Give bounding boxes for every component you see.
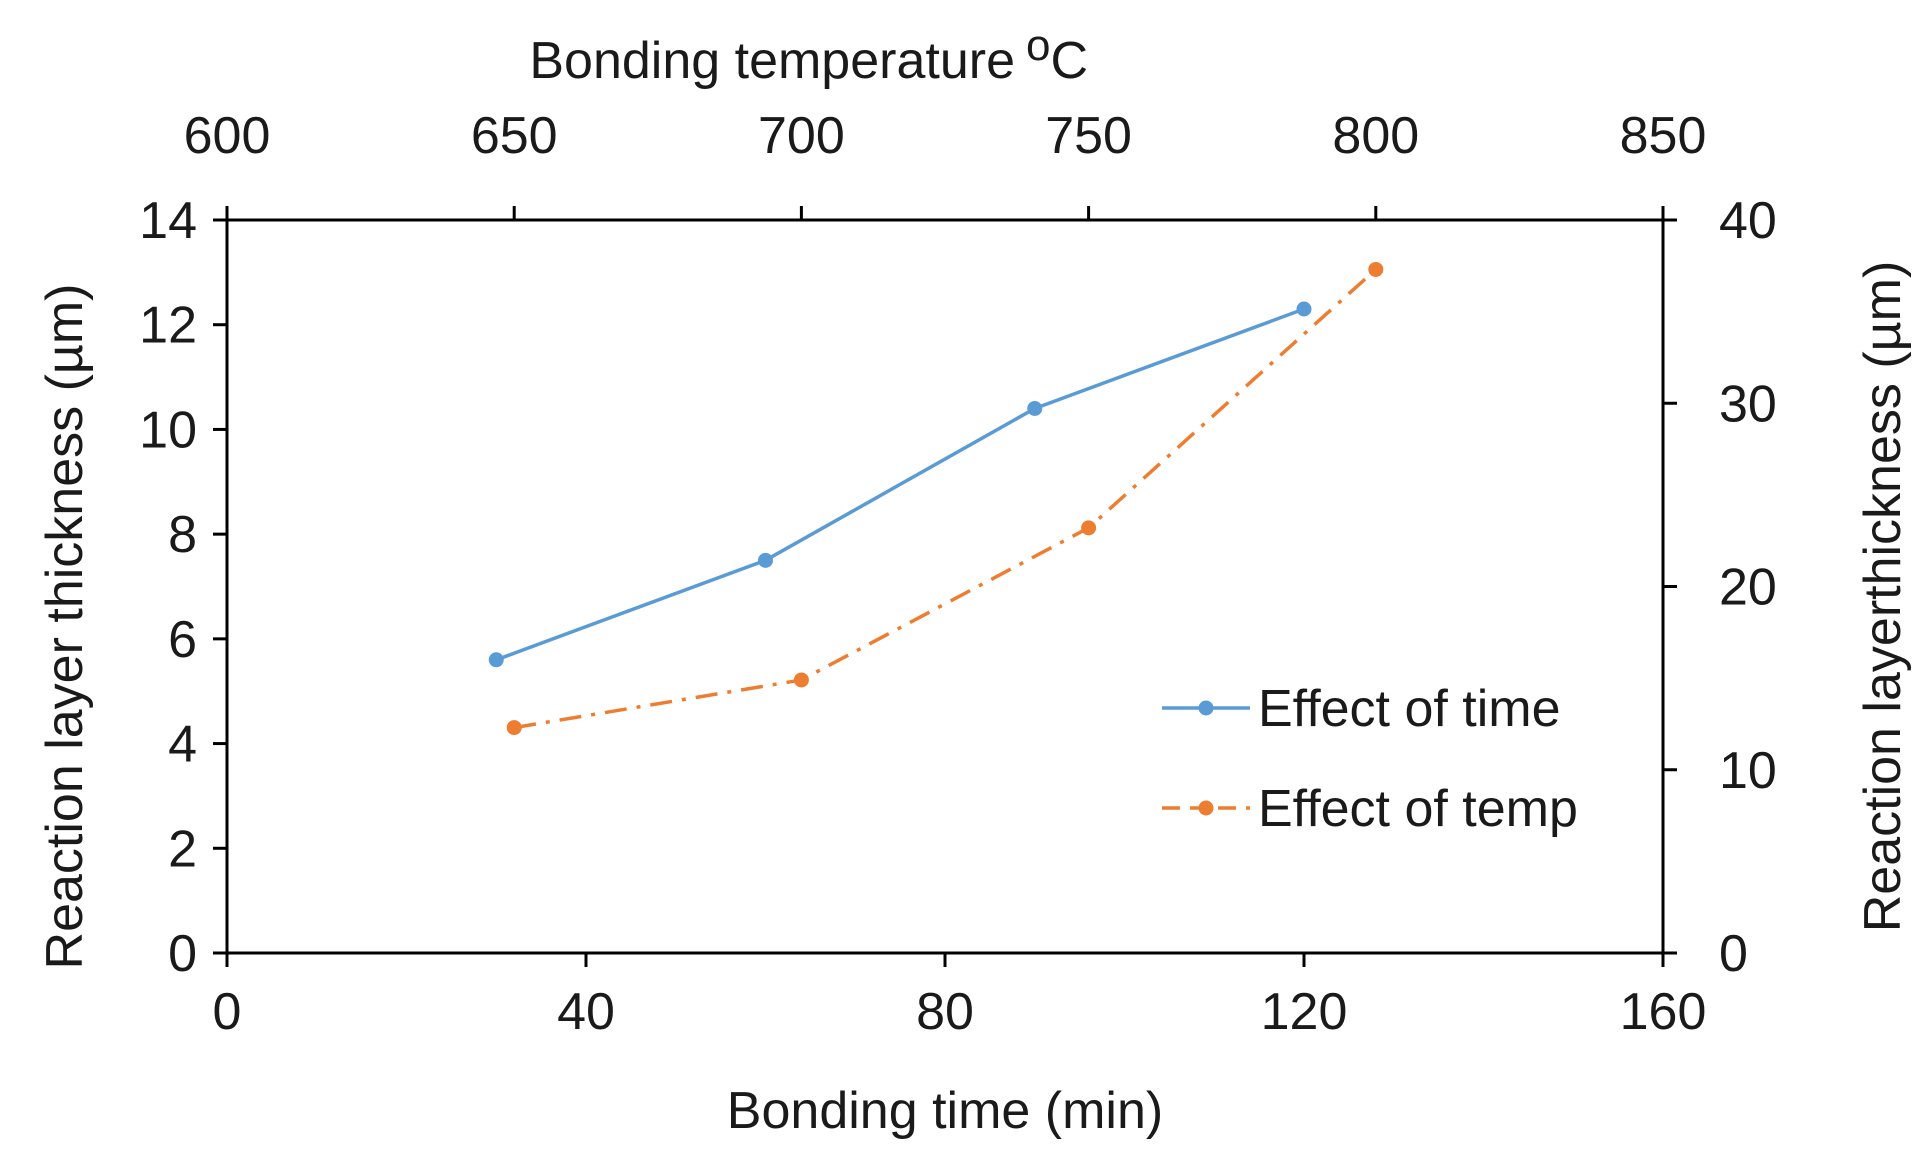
left-axis-tick-label: 12 [139, 297, 197, 355]
series-point-1 [506, 720, 522, 736]
series-layer [488, 261, 1384, 736]
top-axis-title: Bonding temperature [529, 32, 1015, 90]
legend: Effect of time Effect of temp [1162, 680, 1578, 838]
top-axis-tick-label: 800 [1332, 107, 1419, 165]
left-axis-tick-label: 0 [168, 925, 197, 983]
top-axis-tick-label: 700 [758, 107, 845, 165]
top-axis-tick-label: 650 [471, 107, 558, 165]
legend-label: Effect of time [1258, 680, 1561, 738]
left-axis-tick-label: 14 [139, 192, 197, 250]
series-point-1 [1081, 520, 1097, 536]
left-axis-tick-label: 8 [168, 506, 197, 564]
top-axis-tick-label: 850 [1620, 107, 1707, 165]
bottom-axis-tick-label: 160 [1620, 983, 1707, 1041]
legend-swatch-marker [1198, 800, 1214, 816]
top-axis-tick-label: 600 [184, 107, 271, 165]
series-point-0 [488, 652, 504, 668]
right-axis-tick-label: 0 [1719, 925, 1748, 983]
series-point-1 [793, 672, 809, 688]
bottom-axis-tick-label: 120 [1261, 983, 1348, 1041]
bottom-axis-tick-label: 0 [213, 983, 242, 1041]
series-point-0 [758, 552, 773, 568]
left-axis-title: Reaction layer thickness (µm) [36, 284, 94, 970]
legend-label: Effect of temp [1258, 780, 1578, 838]
series-line-0 [495, 307, 1305, 662]
bottom-axis-tick-label: 80 [916, 983, 974, 1041]
top-axis-tick-label: 750 [1045, 107, 1132, 165]
legend-swatch-marker [1198, 700, 1214, 716]
bottom-axis-title: Bonding time (min) [727, 1082, 1163, 1140]
left-axis-tick-label: 4 [168, 716, 197, 774]
left-axis-tick-label: 10 [139, 401, 197, 459]
right-axis-tick-label: 10 [1719, 742, 1777, 800]
left-axis-tick-label: 6 [168, 611, 197, 669]
right-axis-tick-label: 30 [1719, 375, 1777, 433]
series-point-1 [1368, 261, 1384, 277]
right-axis-title: Reaction layerthickness (µm) [1854, 261, 1912, 933]
left-axis-tick-label: 2 [168, 820, 197, 878]
right-axis-tick-label: 40 [1719, 192, 1777, 250]
series-line-1 [513, 268, 1377, 730]
right-axis-tick-label: 20 [1719, 559, 1777, 617]
top-axis-title-unit: oC [1026, 21, 1088, 90]
axes-layer: 0 40 80 120 160 600 650 700 750 800 850 0 2 4 6 8 10 12 14… [36, 21, 1912, 1140]
series-point-0 [1027, 400, 1043, 416]
bottom-axis-tick-label: 40 [557, 983, 615, 1041]
series-point-0 [1296, 301, 1312, 317]
